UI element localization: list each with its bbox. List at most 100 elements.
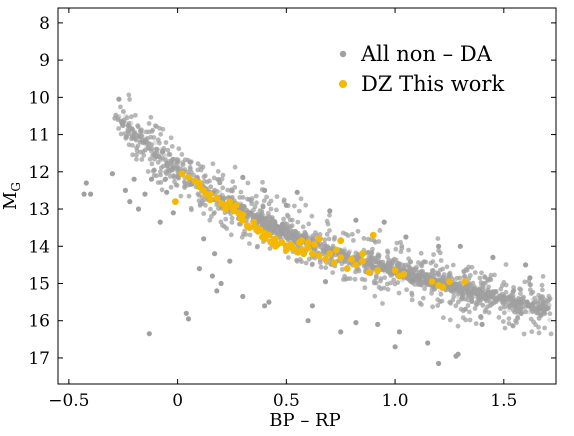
- data-point-non-da: [416, 276, 422, 282]
- data-point-dz: [391, 267, 399, 274]
- data-point-non-da: [465, 289, 471, 295]
- data-point-non-da: [259, 212, 265, 218]
- data-point-non-da-outlier: [83, 180, 89, 186]
- data-point-non-da: [207, 217, 213, 223]
- data-point-non-da: [414, 276, 420, 282]
- data-point-non-da: [278, 227, 284, 233]
- data-point-non-da-outlier: [185, 316, 192, 322]
- data-point-non-da: [323, 265, 329, 271]
- data-point-non-da: [318, 241, 323, 247]
- data-point-non-da: [230, 188, 235, 194]
- data-point-non-da: [212, 187, 218, 193]
- data-point-non-da: [393, 246, 399, 252]
- data-point-non-da: [130, 135, 136, 140]
- data-point-non-da: [422, 280, 428, 286]
- data-point-non-da: [259, 212, 265, 218]
- data-point-non-da: [167, 163, 173, 169]
- data-point-non-da: [155, 180, 161, 186]
- legend-marker-dz-this-work: [339, 80, 347, 88]
- data-point-dz: [304, 244, 312, 252]
- data-point-non-da: [523, 305, 528, 310]
- data-point-non-da: [140, 140, 146, 146]
- data-point-non-da: [147, 156, 153, 162]
- data-point-non-da: [469, 290, 474, 296]
- data-point-non-da: [345, 276, 350, 281]
- data-point-non-da: [303, 260, 309, 266]
- data-point-non-da: [536, 315, 542, 321]
- data-point-non-da: [159, 155, 165, 161]
- data-point-non-da: [146, 140, 152, 146]
- data-point-non-da: [245, 180, 251, 186]
- data-point-non-da-outlier: [170, 210, 176, 216]
- data-point-dz: [178, 170, 186, 178]
- data-point-non-da-outlier: [353, 217, 359, 223]
- data-point-non-da: [455, 323, 461, 329]
- data-point-non-da: [126, 120, 132, 126]
- data-point-non-da: [388, 280, 393, 286]
- data-point-non-da: [414, 273, 420, 279]
- data-point-non-da: [451, 290, 456, 295]
- data-point-non-da: [405, 276, 411, 282]
- data-point-non-da: [429, 272, 435, 277]
- data-point-non-da: [300, 224, 306, 230]
- data-point-non-da: [510, 302, 516, 307]
- data-point-non-da: [342, 259, 347, 265]
- data-point-non-da: [261, 198, 267, 204]
- data-point-non-da: [361, 236, 367, 241]
- data-point-non-da: [351, 238, 356, 243]
- data-point-non-da: [225, 187, 231, 193]
- data-point-non-da: [406, 256, 411, 262]
- data-point-non-da: [322, 237, 328, 243]
- data-point-non-da: [260, 204, 266, 210]
- data-point-non-da: [442, 276, 448, 281]
- data-point-non-da: [475, 287, 481, 293]
- data-point-non-da: [298, 196, 304, 202]
- data-point-dz: [185, 174, 192, 181]
- data-point-non-da: [451, 294, 457, 299]
- data-point-non-da: [160, 149, 166, 155]
- data-point-non-da: [140, 140, 146, 146]
- data-point-non-da: [532, 307, 538, 312]
- data-point-non-da: [317, 260, 323, 265]
- data-point-non-da: [212, 187, 218, 193]
- data-point-non-da: [140, 140, 146, 146]
- data-point-non-da: [126, 92, 132, 98]
- data-point-non-da: [143, 129, 149, 135]
- data-point-non-da: [469, 290, 474, 296]
- data-point-non-da: [376, 261, 382, 266]
- data-point-dz: [439, 283, 447, 291]
- data-point-non-da-outlier: [305, 318, 311, 324]
- data-point-non-da: [503, 289, 509, 295]
- data-point-non-da: [201, 211, 207, 217]
- data-point-non-da: [258, 214, 264, 220]
- data-point-non-da: [295, 219, 301, 225]
- data-point-non-da: [124, 115, 130, 121]
- data-point-non-da: [440, 315, 446, 321]
- data-point-non-da: [333, 252, 338, 258]
- data-point-non-da: [502, 304, 508, 310]
- data-point-dz: [300, 250, 308, 258]
- data-point-non-da: [461, 285, 467, 291]
- x-tick-label: 1.5: [490, 391, 517, 411]
- data-point-non-da: [430, 304, 435, 310]
- data-point-non-da: [540, 274, 546, 279]
- data-point-non-da: [510, 323, 516, 329]
- data-point-non-da: [208, 184, 214, 190]
- data-point-non-da: [521, 331, 527, 337]
- data-point-non-da: [435, 271, 441, 277]
- data-point-non-da: [258, 213, 264, 219]
- data-point-non-da: [540, 304, 546, 309]
- data-point-non-da: [546, 305, 551, 311]
- data-point-non-da-outlier: [266, 299, 272, 305]
- data-point-non-da: [196, 193, 202, 198]
- data-point-non-da: [253, 193, 259, 199]
- data-point-non-da: [546, 293, 552, 299]
- data-point-non-da: [391, 277, 397, 283]
- data-point-non-da: [419, 273, 425, 279]
- data-point-non-da-outlier: [479, 321, 485, 327]
- data-point-non-da: [150, 127, 156, 133]
- data-point-non-da: [521, 294, 526, 300]
- data-point-non-da: [417, 276, 423, 281]
- data-point-non-da: [289, 217, 295, 223]
- data-point-non-da: [140, 137, 145, 143]
